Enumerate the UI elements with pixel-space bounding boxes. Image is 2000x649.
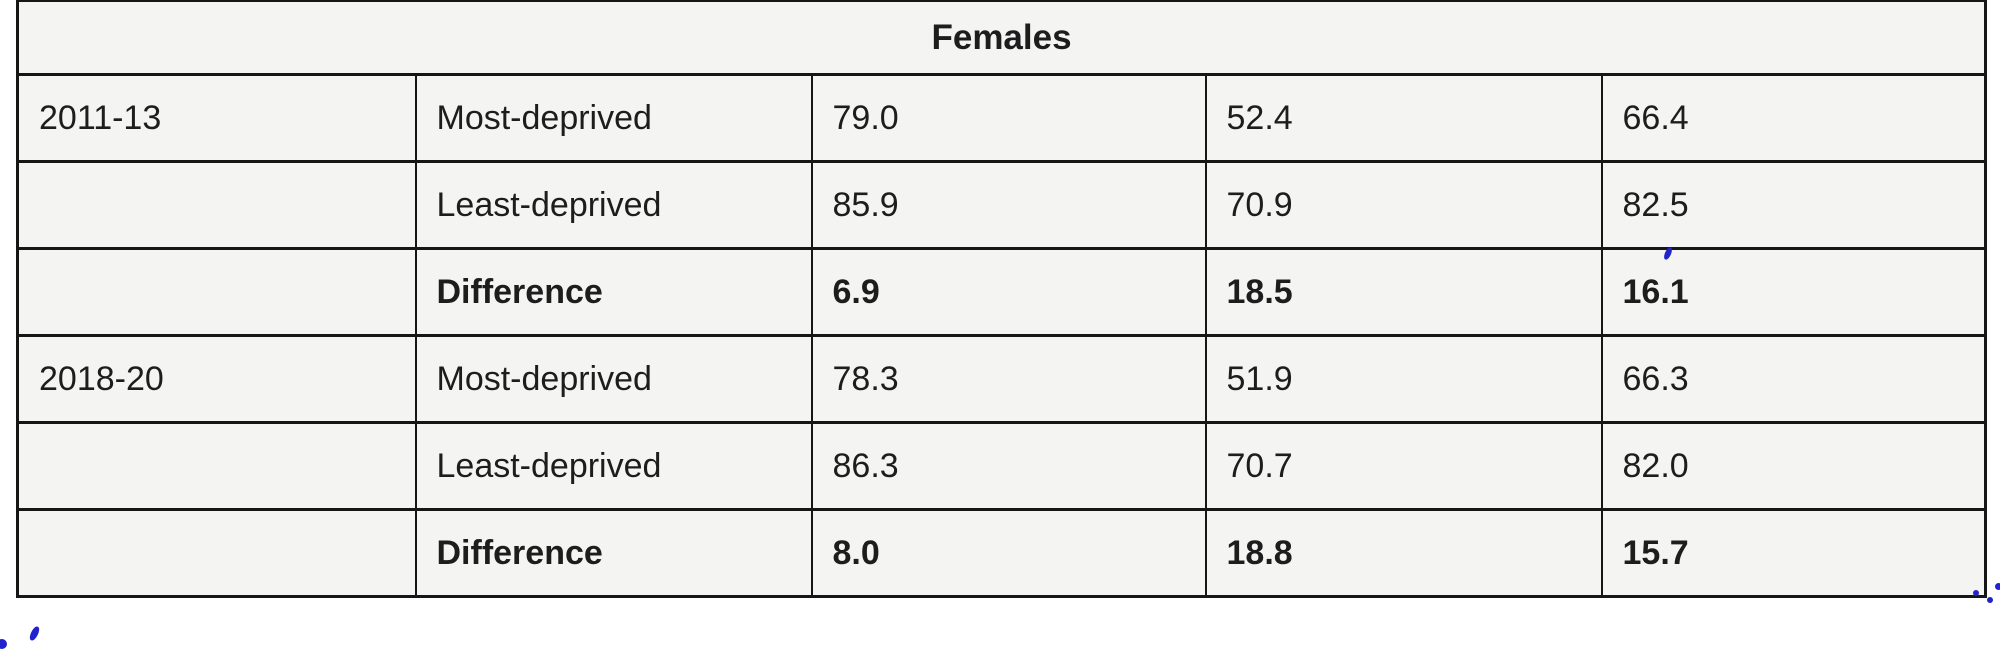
table-row-difference: Difference 6.9 18.5 16.1 — [16, 247, 1987, 337]
ink-dot-mark — [1995, 583, 2000, 590]
cell-value: 8.0 — [810, 508, 1207, 598]
table-row: Least-deprived 85.9 70.9 82.5 — [16, 160, 1987, 250]
ink-dot-mark — [1973, 590, 1979, 596]
cell-value: 70.7 — [1204, 421, 1603, 511]
cell-category: Least-deprived — [414, 160, 813, 250]
cell-value: 18.5 — [1204, 247, 1603, 337]
cell-category: Difference — [414, 247, 813, 337]
cell-value: 78.3 — [810, 334, 1207, 424]
table-row: Least-deprived 86.3 70.7 82.0 — [16, 421, 1987, 511]
cell-value: 15.7 — [1600, 508, 1987, 598]
cell-period: 2011-13 — [16, 73, 417, 163]
cell-value: 16.1 — [1600, 247, 1987, 337]
ink-dot-mark — [0, 639, 7, 649]
cell-category: Most-deprived — [414, 73, 813, 163]
cell-value: 82.5 — [1600, 160, 1987, 250]
table-row: 2011-13 Most-deprived 79.0 52.4 66.4 — [16, 73, 1987, 163]
cell-period — [16, 247, 417, 337]
table-title: Females — [16, 0, 1987, 76]
cell-value: 66.3 — [1600, 334, 1987, 424]
cell-value: 85.9 — [810, 160, 1207, 250]
table-row: 2018-20 Most-deprived 78.3 51.9 66.3 — [16, 334, 1987, 424]
table-title-row: Females — [16, 0, 1987, 76]
cell-period: 2018-20 — [16, 334, 417, 424]
cell-category: Most-deprived — [414, 334, 813, 424]
females-table-container: Females 2011-13 Most-deprived 79.0 52.4 … — [16, 0, 1988, 598]
cell-value: 6.9 — [810, 247, 1207, 337]
cell-period — [16, 508, 417, 598]
cell-value: 70.9 — [1204, 160, 1603, 250]
cell-value: 79.0 — [810, 73, 1207, 163]
cell-value: 86.3 — [810, 421, 1207, 511]
cell-value: 51.9 — [1204, 334, 1603, 424]
females-table: Females 2011-13 Most-deprived 79.0 52.4 … — [16, 0, 1988, 598]
ink-tick-mark — [28, 625, 41, 642]
ink-dot-mark — [1987, 597, 1993, 603]
cell-category: Difference — [414, 508, 813, 598]
cell-category: Least-deprived — [414, 421, 813, 511]
table-row-difference: Difference 8.0 18.8 15.7 — [16, 508, 1987, 598]
cell-period — [16, 421, 417, 511]
cell-value: 18.8 — [1204, 508, 1603, 598]
cell-value: 66.4 — [1600, 73, 1987, 163]
cell-value: 82.0 — [1600, 421, 1987, 511]
cell-value: 52.4 — [1204, 73, 1603, 163]
cell-period — [16, 160, 417, 250]
